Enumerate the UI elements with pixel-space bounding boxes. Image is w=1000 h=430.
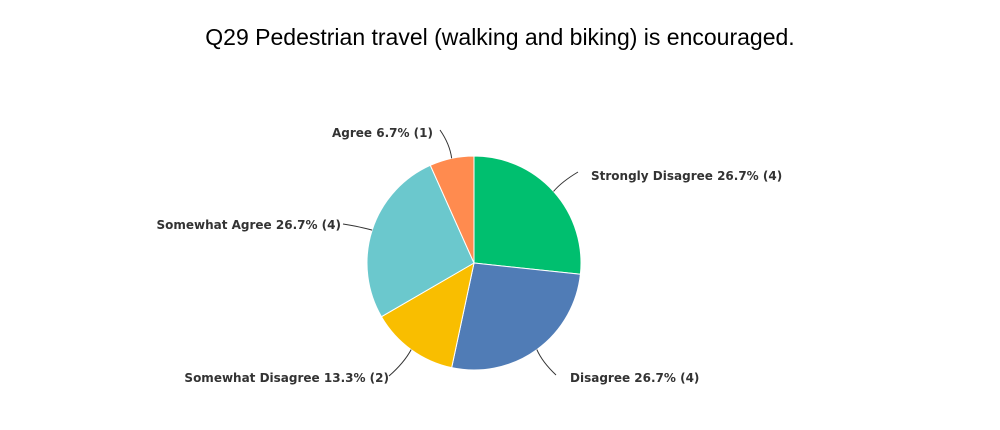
- leader-line-disagree: [536, 349, 557, 376]
- chart-title: Q29 Pedestrian travel (walking and bikin…: [205, 24, 795, 50]
- slice-label-strongly-disagree: Strongly Disagree 26.7% (4): [591, 169, 782, 183]
- leader-line-agree: [439, 129, 453, 159]
- pie-slice-disagree: [451, 262, 581, 371]
- slice-label-disagree: Disagree 26.7% (4): [570, 371, 699, 385]
- slice-label-agree: Agree 6.7% (1): [332, 126, 433, 140]
- leader-line-somewhat-agree: [342, 223, 373, 231]
- pie-slice-strongly-disagree: [473, 155, 582, 275]
- pie-slice-agree: [429, 155, 475, 264]
- slice-label-somewhat-agree: Somewhat Agree 26.7% (4): [156, 218, 341, 232]
- leader-line-strongly-disagree: [553, 171, 579, 192]
- pie-slice-somewhat-disagree: [380, 262, 475, 369]
- slice-label-somewhat-disagree: Somewhat Disagree 13.3% (2): [184, 371, 389, 385]
- leader-line-somewhat-disagree: [388, 349, 412, 377]
- pie-slice-somewhat-agree: [366, 164, 475, 318]
